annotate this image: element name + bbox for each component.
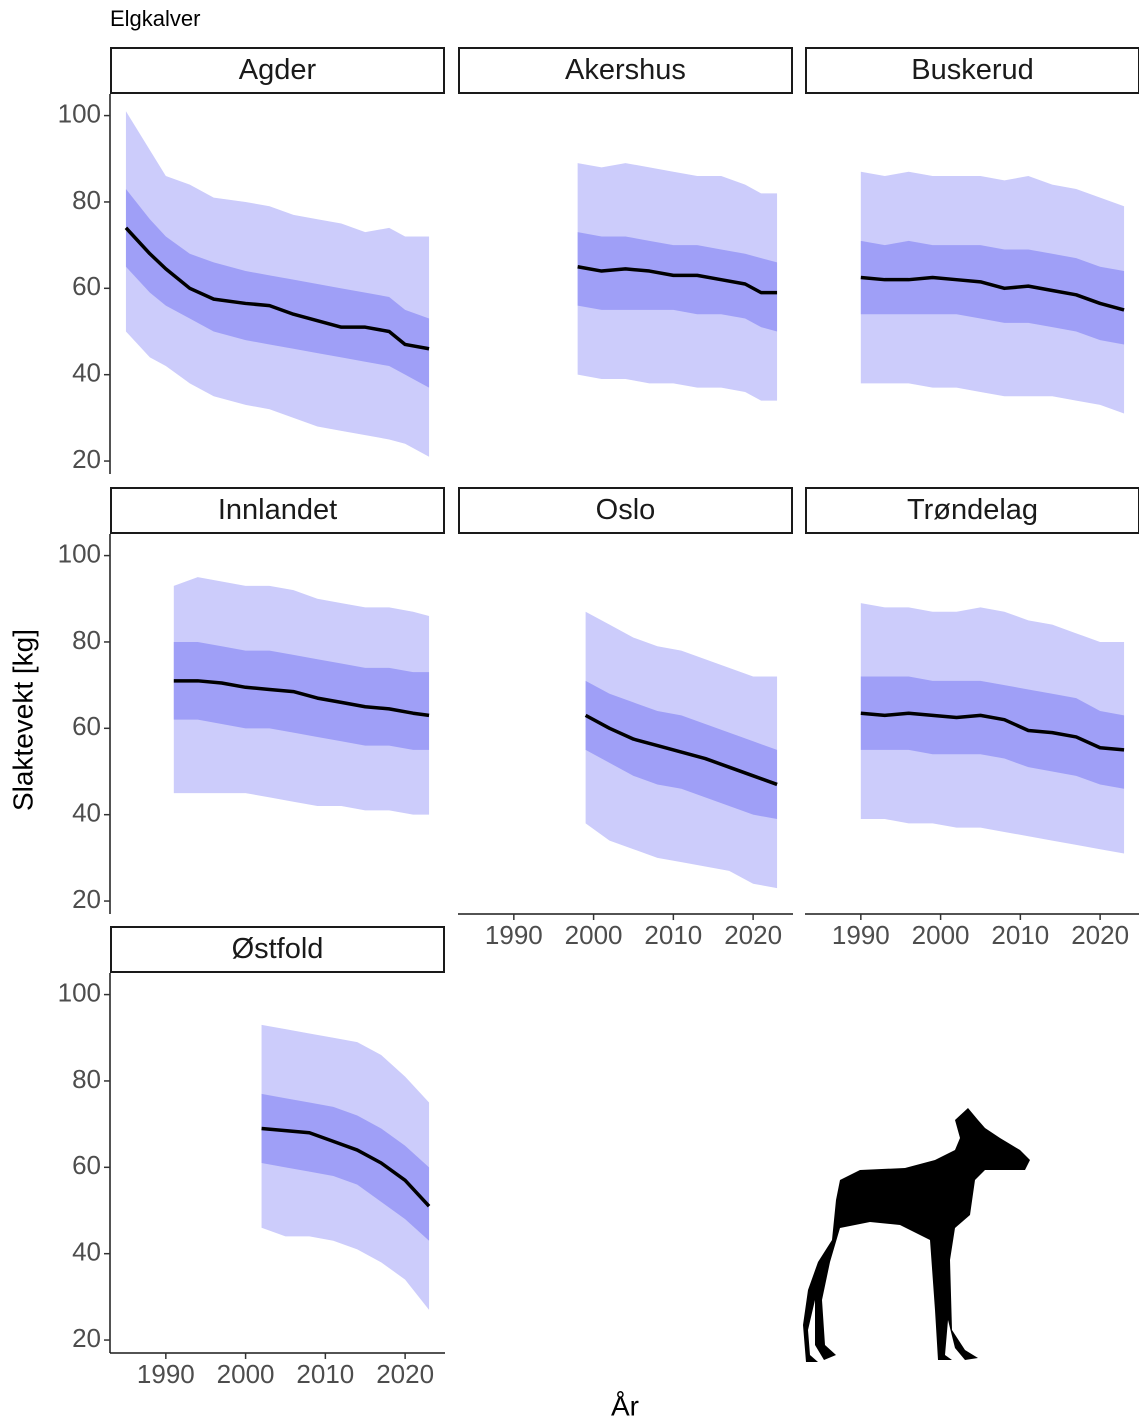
x-tick-label: 2010 bbox=[991, 920, 1049, 950]
line bbox=[173, 679, 430, 718]
strip bbox=[458, 487, 793, 534]
x-tick-label: 2010 bbox=[296, 1359, 354, 1389]
strip-title: Innlandet bbox=[218, 494, 337, 526]
x-tick-label: 2000 bbox=[217, 1359, 275, 1389]
x-tick-label: 2000 bbox=[912, 920, 970, 950]
inner-band bbox=[860, 240, 1125, 345]
y-tick-label: 80 bbox=[72, 625, 101, 655]
line bbox=[124, 226, 430, 351]
x-tick-label: 2000 bbox=[565, 920, 623, 950]
strip-title: Oslo bbox=[596, 494, 656, 526]
strip bbox=[110, 487, 445, 534]
strip bbox=[805, 487, 1139, 534]
y-tick-label: 60 bbox=[72, 1150, 101, 1180]
y-tick-label: 20 bbox=[72, 444, 101, 474]
strip bbox=[805, 47, 1139, 94]
line bbox=[860, 275, 1125, 312]
x-tick-label: 1990 bbox=[485, 920, 543, 950]
x-tick-label: 2020 bbox=[724, 920, 782, 950]
strip-title: Buskerud bbox=[911, 54, 1034, 86]
strip-title: Østfold bbox=[232, 933, 324, 965]
strip-title: Akershus bbox=[565, 54, 686, 86]
y-tick-label: 40 bbox=[72, 1237, 101, 1267]
x-tick-label: 1990 bbox=[137, 1359, 195, 1389]
inner-band bbox=[585, 680, 778, 819]
x-tick-label: 2010 bbox=[644, 920, 702, 950]
y-tick-label: 60 bbox=[72, 271, 101, 301]
inner-band bbox=[125, 189, 430, 388]
y-tick-label: 100 bbox=[58, 977, 101, 1007]
y-axis-title: Slaktevekt [kg] bbox=[7, 629, 38, 811]
strip bbox=[110, 47, 445, 94]
x-tick-label: 2020 bbox=[1071, 920, 1129, 950]
line bbox=[584, 713, 778, 787]
x-axis-title: År bbox=[611, 1390, 639, 1421]
strip-title: Trøndelag bbox=[907, 494, 1038, 526]
inner-band bbox=[860, 676, 1125, 789]
y-tick-label: 80 bbox=[72, 185, 101, 215]
x-tick-label: 1990 bbox=[832, 920, 890, 950]
y-tick-label: 40 bbox=[72, 358, 101, 388]
inner-band bbox=[173, 641, 430, 750]
x-tick-label: 2020 bbox=[376, 1359, 434, 1389]
strip bbox=[110, 926, 445, 973]
y-tick-label: 40 bbox=[72, 798, 101, 828]
y-tick-label: 20 bbox=[72, 1323, 101, 1353]
line bbox=[860, 711, 1125, 752]
y-tick-label: 100 bbox=[58, 538, 101, 568]
y-tick-label: 60 bbox=[72, 711, 101, 741]
y-tick-label: 100 bbox=[58, 98, 101, 128]
y-tick-label: 20 bbox=[72, 884, 101, 914]
strip-title: Agder bbox=[239, 54, 317, 86]
inner-band bbox=[577, 232, 778, 332]
y-tick-label: 80 bbox=[72, 1064, 101, 1094]
moose-calf-silhouette bbox=[803, 1108, 1030, 1362]
chart-title: Elgkalver bbox=[110, 6, 200, 31]
strip bbox=[458, 47, 793, 94]
line bbox=[577, 265, 778, 295]
line bbox=[261, 1126, 431, 1208]
